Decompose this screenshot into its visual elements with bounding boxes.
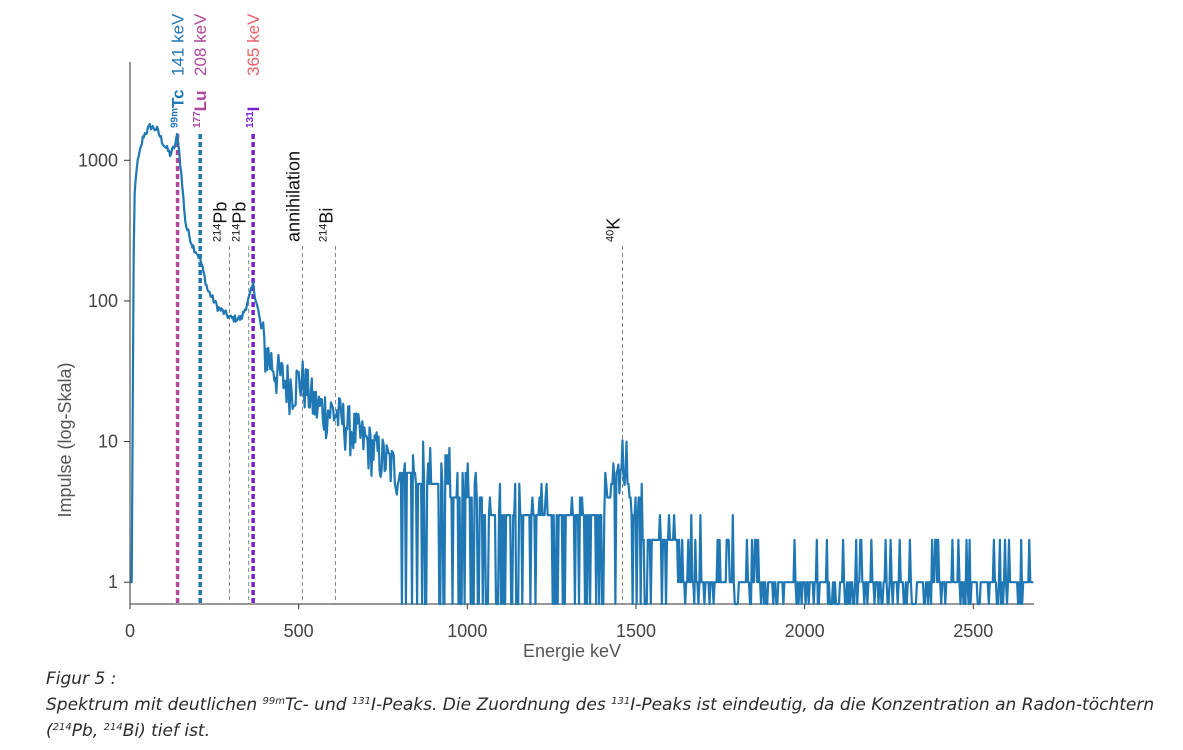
background-label: 214Pb [211, 202, 231, 242]
spectrum-series [130, 122, 1034, 606]
isotope-energy-label: 365 keV [244, 13, 263, 76]
caption-segment: I-Peaks. Die Zuordnung des [371, 695, 612, 715]
x-tick-label: 2500 [953, 621, 993, 641]
spectrum-line [130, 122, 1034, 606]
caption-segment: I-Peaks ist eindeutig, da die Konzentrat… [46, 695, 1155, 741]
x-axis-label: Energie keV [523, 641, 621, 661]
x-tick-label: 1000 [447, 621, 487, 641]
x-tick-label: 500 [284, 621, 314, 641]
background-label: 214Bi [316, 208, 336, 242]
caption-superscript: 214 [103, 722, 123, 733]
x-tick-label: 0 [125, 621, 135, 641]
y-axis-label: Impulse (log-Skala) [55, 362, 75, 517]
isotope-label: 99mTc [169, 89, 188, 128]
y-tick-label: 10 [98, 432, 118, 452]
caption-superscript: 131 [351, 696, 372, 707]
y-tick-label: 100 [88, 291, 118, 311]
x-tick-label: 2000 [785, 621, 825, 641]
figure-caption-text: Spektrum mit deutlichen 99mTc- und 131I-… [46, 692, 1176, 744]
axes: 1 10 100 1000 0 500 1000 1500 2000 2500 [78, 62, 1034, 641]
isotope-energy-label: 208 keV [191, 13, 210, 76]
caption-superscript: 99m [262, 696, 285, 707]
background-label: 40K [603, 218, 623, 242]
caption-superscript: 131 [611, 696, 631, 707]
isotope-label: 131I [244, 107, 263, 128]
caption-segment: Bi) tief ist. [122, 721, 210, 741]
spectrum-chart: 1 10 100 1000 0 500 1000 1500 2000 2500 99mTc 141 … [55, 13, 1034, 661]
background-label: annihilation [283, 151, 303, 242]
y-tick-label: 1 [108, 572, 118, 592]
isotope-energy-label: 141 keV [169, 13, 188, 76]
isotope-label: 177Lu [191, 91, 210, 128]
x-tick-label: 1500 [616, 621, 656, 641]
y-tick-label: 1000 [78, 150, 118, 170]
background-label: 214Pb [230, 202, 250, 242]
figure-caption-title: Figur 5 : [46, 669, 117, 689]
caption-segment: Tc- und [285, 695, 352, 715]
caption-segment: Spektrum mit deutlichen [46, 695, 263, 715]
caption-segment: Pb, [71, 721, 104, 741]
caption-superscript: 214 [52, 722, 72, 733]
